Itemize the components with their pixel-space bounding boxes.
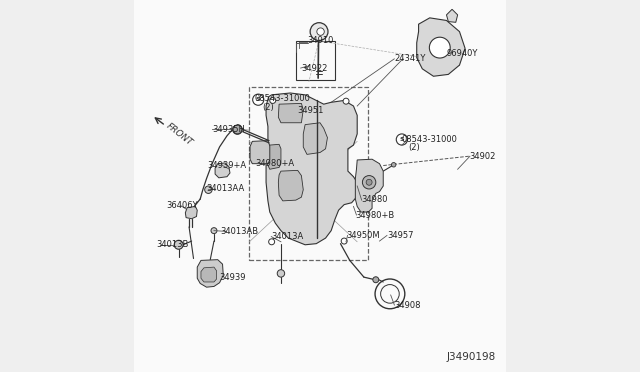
Text: 34013A: 34013A <box>271 232 304 241</box>
Text: J3490198: J3490198 <box>446 352 495 362</box>
Polygon shape <box>417 18 465 76</box>
Text: 34980: 34980 <box>361 195 387 203</box>
Text: 34902: 34902 <box>470 152 496 161</box>
Text: 08543-31000: 08543-31000 <box>254 94 310 103</box>
Polygon shape <box>201 267 216 282</box>
Text: 34908: 34908 <box>394 301 421 310</box>
Circle shape <box>269 239 275 245</box>
Circle shape <box>373 277 379 283</box>
Text: 96940Y: 96940Y <box>447 49 478 58</box>
Polygon shape <box>197 260 223 287</box>
Text: 34980+A: 34980+A <box>255 159 294 168</box>
Text: (2): (2) <box>262 103 274 112</box>
Text: 34950M: 34950M <box>347 231 380 240</box>
Text: 34922: 34922 <box>301 64 328 73</box>
Circle shape <box>362 176 376 189</box>
Polygon shape <box>250 141 270 164</box>
Circle shape <box>253 94 264 105</box>
Circle shape <box>343 98 349 104</box>
Circle shape <box>205 186 212 193</box>
Text: 08543-31000: 08543-31000 <box>401 135 457 144</box>
Polygon shape <box>447 9 458 22</box>
Polygon shape <box>215 163 230 178</box>
Text: 34939+A: 34939+A <box>207 161 246 170</box>
Text: 34935H: 34935H <box>212 125 245 134</box>
Circle shape <box>429 37 450 58</box>
Text: 24341Y: 24341Y <box>394 54 426 63</box>
Circle shape <box>174 240 183 249</box>
Text: 36406Y: 36406Y <box>167 201 198 210</box>
Circle shape <box>366 179 372 185</box>
Polygon shape <box>278 170 303 201</box>
Polygon shape <box>355 159 383 212</box>
Polygon shape <box>267 144 281 169</box>
Circle shape <box>233 125 242 134</box>
Text: 34910: 34910 <box>308 36 334 45</box>
Text: S: S <box>256 97 260 102</box>
Circle shape <box>310 23 328 41</box>
Polygon shape <box>303 123 328 154</box>
Circle shape <box>270 97 276 103</box>
Text: 34013AB: 34013AB <box>221 227 259 236</box>
Circle shape <box>211 228 217 234</box>
Bar <box>296 41 335 80</box>
Circle shape <box>396 134 408 145</box>
Polygon shape <box>186 206 197 219</box>
Text: 34013B: 34013B <box>156 240 189 249</box>
Circle shape <box>317 28 324 35</box>
Text: 34013AA: 34013AA <box>206 185 244 193</box>
Text: FRONT: FRONT <box>164 121 195 147</box>
Circle shape <box>277 270 285 277</box>
Bar <box>250 87 369 260</box>
Text: 34939: 34939 <box>219 273 245 282</box>
Text: 34957: 34957 <box>387 231 413 240</box>
Circle shape <box>341 238 347 244</box>
Polygon shape <box>278 103 303 123</box>
Text: 34951: 34951 <box>297 106 323 115</box>
Circle shape <box>392 163 396 167</box>
Text: (2): (2) <box>408 143 420 152</box>
Text: 34980+B: 34980+B <box>355 211 395 219</box>
Polygon shape <box>266 93 357 245</box>
Text: S: S <box>399 137 404 142</box>
